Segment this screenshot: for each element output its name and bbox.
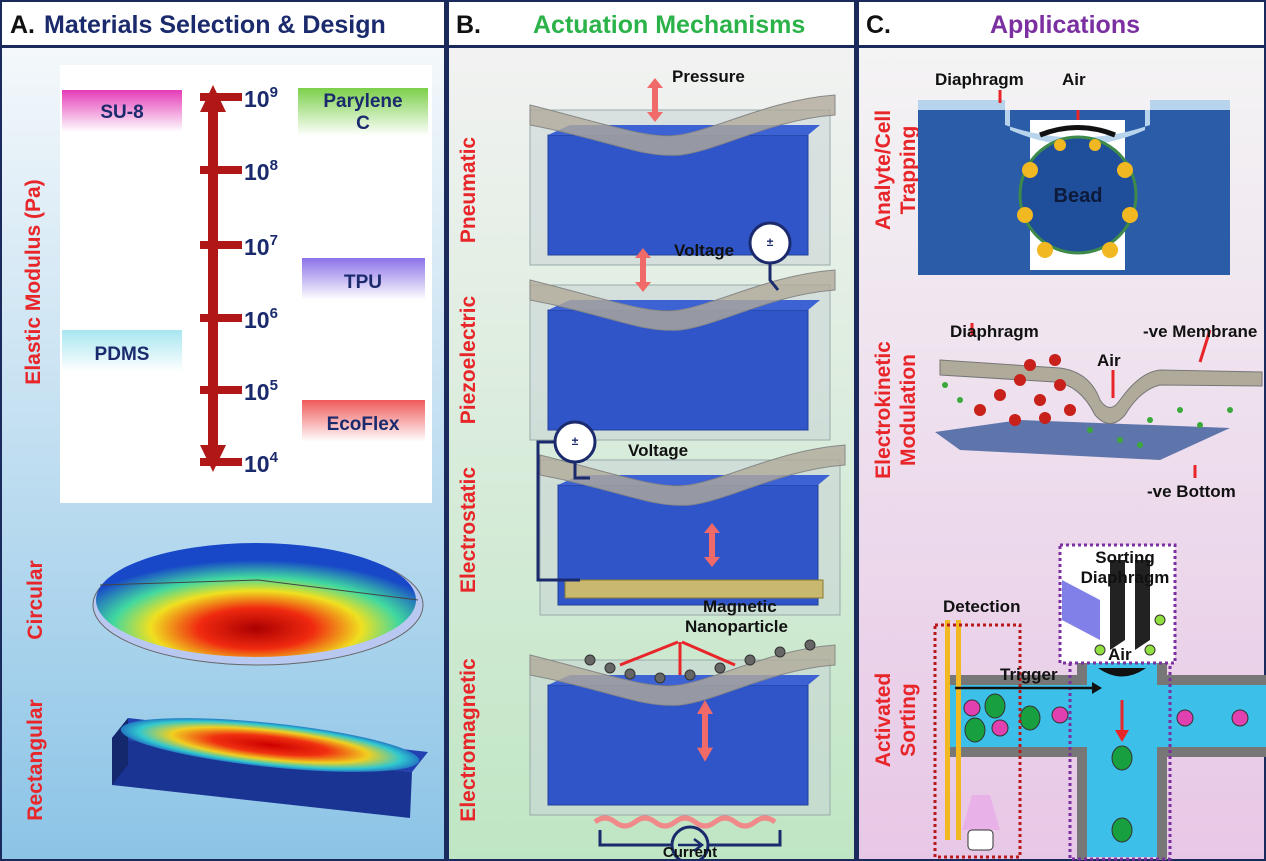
scale-label: 109 xyxy=(244,84,278,112)
device xyxy=(529,269,836,441)
scale-exponent: 8 xyxy=(270,157,278,174)
panel-title: Materials Selection & Design xyxy=(44,11,386,39)
material-label: TPU xyxy=(344,272,382,293)
application-label: Analyte/Cell xyxy=(872,110,895,230)
scale-exponent: 9 xyxy=(270,84,278,101)
annotation: Current xyxy=(663,844,717,861)
scale-label: 108 xyxy=(244,157,278,185)
symbol: ± xyxy=(767,235,774,249)
modulus-scale xyxy=(200,85,242,472)
material-box xyxy=(298,88,428,136)
application-label: Modulation xyxy=(897,354,920,466)
coil xyxy=(593,815,777,829)
application-label: Sorting xyxy=(897,683,920,757)
annotation: -ve Membrane xyxy=(1143,322,1257,341)
mechanism-label: Piezoelectric xyxy=(457,295,480,424)
scale-exponent: 6 xyxy=(270,305,278,322)
annotation: Nanoparticle xyxy=(685,617,788,636)
material-box xyxy=(62,330,182,372)
nanoparticles xyxy=(584,639,816,684)
panel-title: Actuation Mechanisms xyxy=(533,11,805,39)
annotation: Trigger xyxy=(1000,665,1058,684)
material-label: SU-8 xyxy=(100,102,143,123)
annotation: Voltage xyxy=(628,441,688,460)
scale-tick xyxy=(200,458,242,466)
scale-base: 10 xyxy=(244,159,270,185)
mechanism-label: Pneumatic xyxy=(457,137,480,244)
material-box xyxy=(302,400,425,442)
annotation: Diaphragm xyxy=(935,70,1024,89)
scale-tick xyxy=(200,93,242,101)
scale-exponent: 4 xyxy=(270,449,279,466)
scale-exponent: 5 xyxy=(270,377,278,394)
annotation: Air xyxy=(1062,70,1086,89)
scale-label: 104 xyxy=(244,449,279,477)
modulation-diagram xyxy=(935,323,1263,478)
annotation: Diaphragm xyxy=(950,322,1039,341)
device xyxy=(529,644,836,816)
header-a xyxy=(2,2,444,45)
shape-label: Circular xyxy=(24,560,47,639)
scale-tick xyxy=(200,166,242,174)
trapping-diagram xyxy=(918,90,1230,275)
application-label: Trapping xyxy=(897,126,920,215)
scale-label: 107 xyxy=(244,232,278,260)
scale-exponent: 7 xyxy=(270,232,278,249)
panel-letter: B. xyxy=(456,11,481,39)
material-label: PDMS xyxy=(95,344,150,365)
annotation: Pressure xyxy=(672,67,745,86)
annotation: Sorting xyxy=(1095,548,1155,567)
mechanism-label: Electromagnetic xyxy=(457,658,480,822)
panel-title: Applications xyxy=(990,11,1140,39)
annotation: Detection xyxy=(943,597,1020,616)
voltage-source xyxy=(748,221,792,291)
panel-letter: A. xyxy=(10,11,35,39)
annotation: -ve Bottom xyxy=(1147,482,1236,501)
scale-tick xyxy=(200,386,242,394)
annotation: Air xyxy=(1108,645,1132,664)
annotation: Bead xyxy=(1054,185,1103,207)
sorting-diagram xyxy=(933,543,1266,861)
scale-base: 10 xyxy=(244,234,270,260)
annotation: Air xyxy=(1097,351,1121,370)
material-box xyxy=(62,90,182,132)
current-source xyxy=(598,825,782,861)
scale-label: 105 xyxy=(244,377,278,405)
rectangular-membrane xyxy=(112,718,428,818)
annotation: Voltage xyxy=(674,241,734,260)
application-label: Electrokinetic xyxy=(872,341,895,479)
mechanism-label: Electrostatic xyxy=(457,467,480,593)
annotation: Diaphragm xyxy=(1081,568,1170,587)
material-box xyxy=(302,258,425,300)
circular-membrane xyxy=(92,543,424,666)
voltage-source xyxy=(536,420,597,582)
device xyxy=(539,444,846,616)
scale-tick xyxy=(200,241,242,249)
axis-label: Elastic Modulus (Pa) xyxy=(22,179,45,384)
scale-label: 106 xyxy=(244,305,278,333)
header-c xyxy=(859,2,1264,45)
application-label: Activated xyxy=(872,673,895,768)
scale-base: 10 xyxy=(244,307,270,333)
scale-base: 10 xyxy=(244,86,270,112)
scale-base: 10 xyxy=(244,451,270,477)
scale-base: 10 xyxy=(244,379,270,405)
symbol: ± xyxy=(572,434,579,448)
panel-letter: C. xyxy=(866,11,891,39)
scale-tick xyxy=(200,314,242,322)
header-b xyxy=(449,2,854,45)
material-label: C xyxy=(356,113,370,134)
annotation: Magnetic xyxy=(703,597,777,616)
shape-label: Rectangular xyxy=(24,699,47,820)
material-label: Parylene xyxy=(323,91,402,112)
material-label: EcoFlex xyxy=(327,414,400,435)
